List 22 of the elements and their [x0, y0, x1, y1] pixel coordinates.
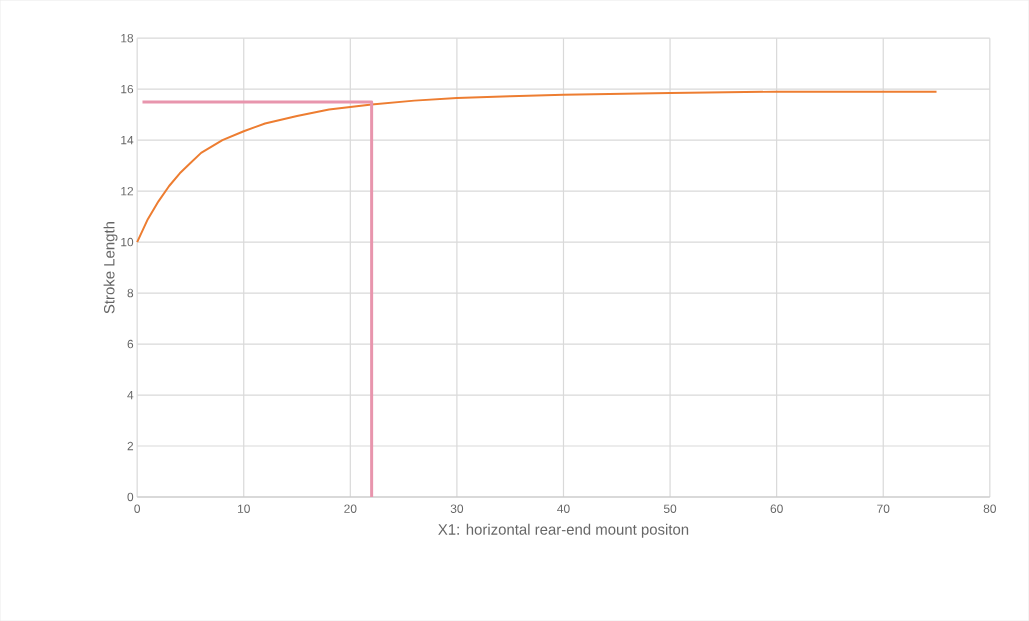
y-tick-label: 12	[121, 186, 134, 196]
y-tick-label: 10	[121, 237, 134, 247]
x-axis-title: X1: horizontal rear-end mount positon	[438, 523, 689, 538]
y-tick-label: 6	[127, 339, 134, 349]
x-tick-label: 70	[877, 504, 890, 513]
y-tick-label: 8	[127, 288, 134, 298]
x-tick-label: 10	[238, 504, 250, 513]
x-tick-label: 60	[770, 504, 783, 513]
x-tick-label: 30	[450, 504, 464, 513]
x-tick-label: 40	[557, 504, 570, 513]
x-tick-label: 50	[663, 504, 677, 513]
x-tick-label: 0	[134, 504, 141, 513]
y-tick-label: 2	[127, 441, 134, 451]
y-tick-label: 18	[121, 33, 134, 43]
y-tick-label: 4	[127, 390, 134, 400]
line-series	[136, 90, 938, 244]
y-axis-title: Stroke Length	[103, 222, 118, 314]
x-tick-label: 20	[344, 504, 357, 513]
x-tick-label: 80	[983, 504, 996, 513]
y-tick-label: 16	[121, 84, 134, 94]
y-tick-label: 0	[127, 492, 134, 502]
y-tick-label: 14	[121, 135, 134, 145]
